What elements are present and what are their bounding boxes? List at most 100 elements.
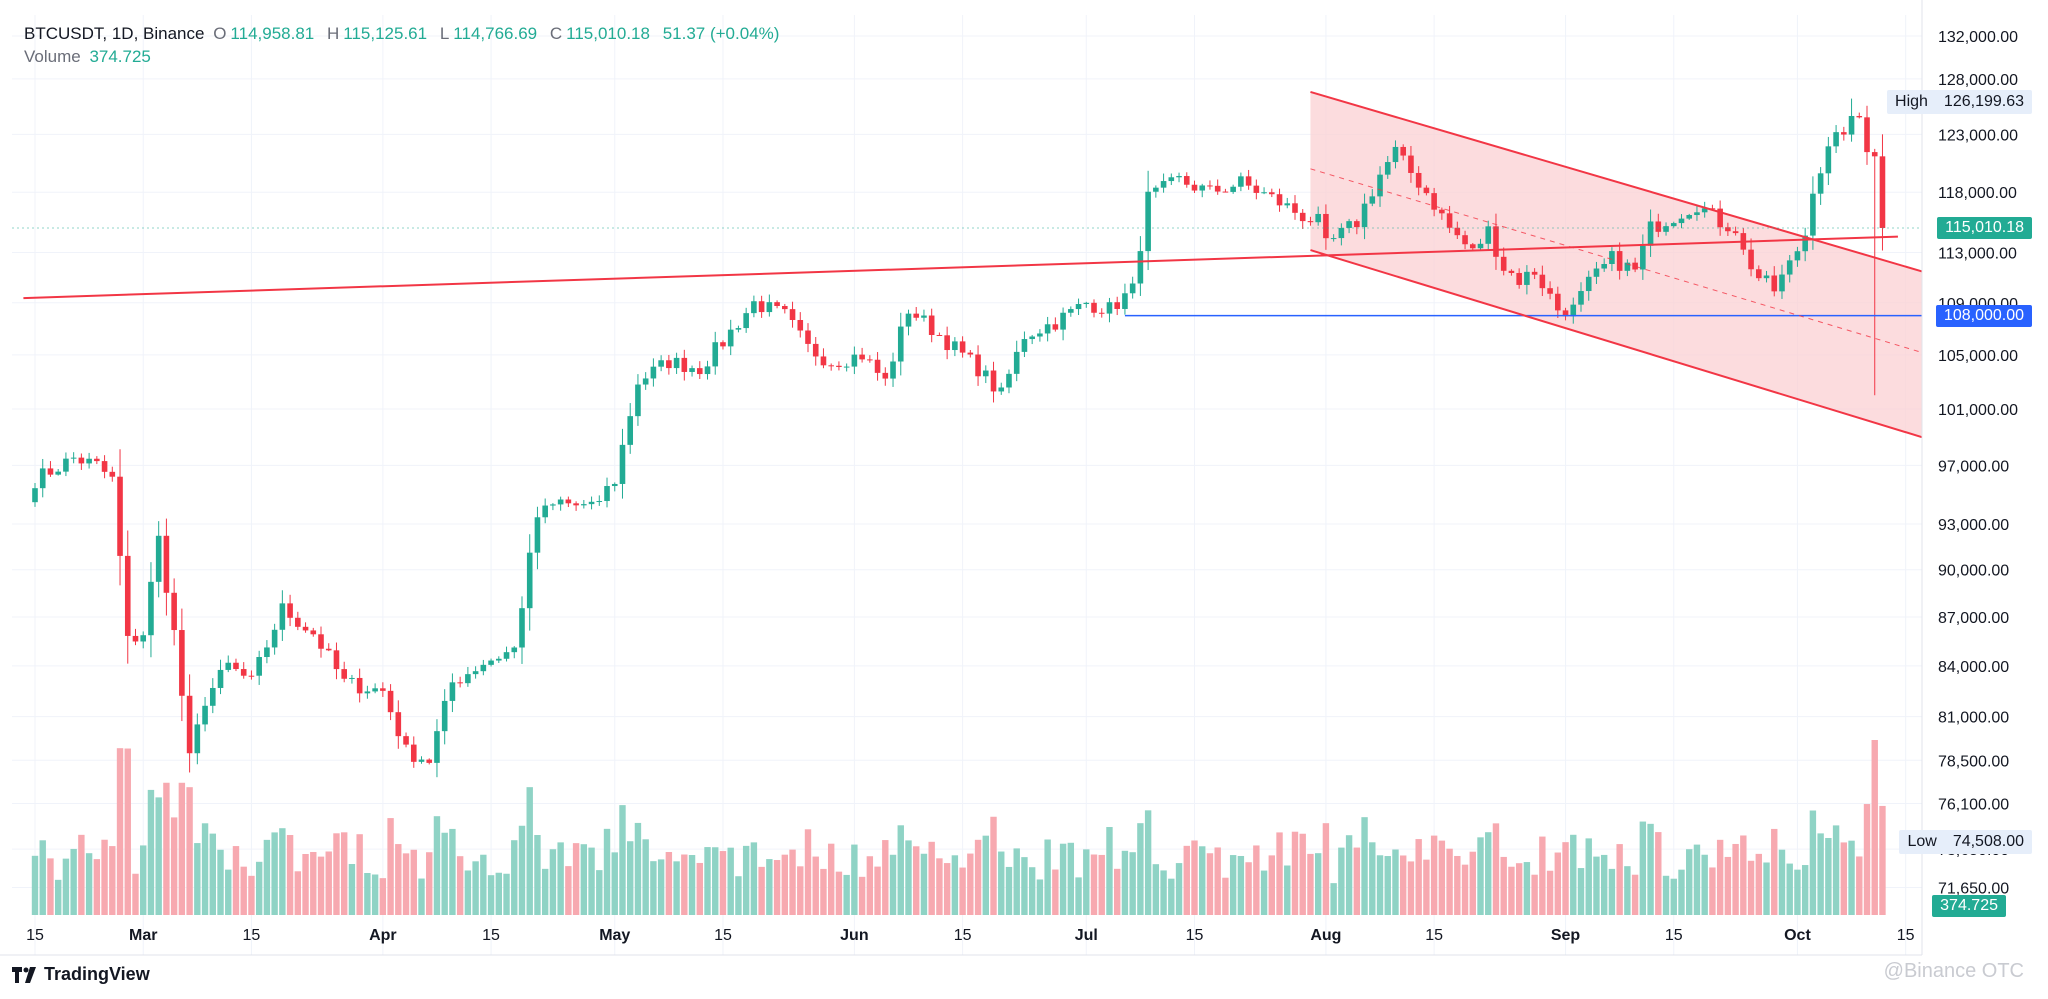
volume-bar <box>194 843 201 915</box>
candle-body <box>611 483 618 487</box>
volume-bar <box>1067 842 1075 915</box>
candle-body <box>1771 275 1778 292</box>
volume-row: Volume 374.725 <box>24 45 783 68</box>
candle-body <box>39 468 46 489</box>
volume-bar <box>1291 831 1299 915</box>
candle-body <box>696 368 703 375</box>
candle-body <box>1199 185 1206 191</box>
candle-body <box>1384 162 1391 175</box>
candle-body <box>519 608 525 648</box>
candle-body <box>202 705 208 725</box>
candle-body <box>913 313 920 318</box>
candle-body <box>1701 208 1708 213</box>
volume-bar <box>804 829 812 915</box>
candle-body <box>1137 251 1144 284</box>
candle-body <box>928 315 935 335</box>
tradingview-logo[interactable]: TradingView <box>12 964 150 985</box>
symbol-label[interactable]: BTCUSDT, 1D, Binance <box>24 24 205 43</box>
candle-body <box>1431 193 1437 210</box>
volume-bar <box>1407 861 1415 915</box>
candle-body <box>1578 291 1584 305</box>
candle-body <box>557 499 564 505</box>
volume-bar <box>1175 863 1183 915</box>
volume-bar <box>248 875 255 915</box>
candle-body <box>233 662 239 670</box>
volume-label[interactable]: Volume <box>24 47 81 66</box>
last-price-badge: 115,010.18 <box>1937 216 2032 239</box>
candle-body <box>812 343 819 357</box>
candle-body <box>627 416 634 445</box>
price-tick-label: 93,000.00 <box>1938 517 2009 534</box>
candle-body <box>789 309 796 321</box>
candle-body <box>1098 312 1105 314</box>
candlesticks <box>32 98 1886 778</box>
volume-bar <box>1863 804 1871 915</box>
volume-bar <box>1778 849 1786 915</box>
candle-body <box>1493 226 1499 257</box>
volume-bar <box>1214 847 1221 915</box>
time-tick-label: 15 <box>1897 927 1915 944</box>
volume-bar <box>1338 847 1345 915</box>
volume-bar <box>1763 862 1770 915</box>
candle-body <box>975 354 981 377</box>
candle-body <box>403 736 409 745</box>
candle-body <box>712 342 719 367</box>
volume-bar <box>1307 853 1314 915</box>
volume-bar <box>1168 878 1175 915</box>
volume-bar <box>1832 825 1840 915</box>
tradingview-icon <box>12 966 36 983</box>
candle-body <box>1833 132 1839 147</box>
volume-bar <box>1693 844 1701 915</box>
volume-bar <box>371 874 379 915</box>
volume-bar <box>596 870 603 915</box>
volume-bar <box>1840 842 1848 915</box>
candle-body <box>921 315 927 318</box>
volume-bar <box>758 866 765 915</box>
volume-bar <box>225 869 232 915</box>
candle-body <box>588 501 595 505</box>
price-tick-label: 84,000.00 <box>1938 659 2009 676</box>
volume-bar <box>657 859 665 915</box>
volume-bar <box>789 849 796 915</box>
candle-body <box>1848 115 1855 135</box>
time-axis[interactable]: 15 Mar 15 Apr 15 May 15 Jun 15 Jul 15 Aug 15 Sep 15 Oct… <box>0 927 1922 956</box>
price-tick-label: 105,000.00 <box>1938 348 2018 365</box>
candle-body <box>1423 187 1430 194</box>
open-value: O 114,958.81 <box>213 24 315 43</box>
volume-bar <box>472 861 479 915</box>
candle-body <box>890 361 896 379</box>
candle-body <box>295 617 301 627</box>
volume-bar <box>1469 851 1476 915</box>
volume-bar <box>1036 879 1044 915</box>
candle-body <box>395 712 402 737</box>
volume-bar <box>1724 856 1732 915</box>
volume-bar <box>294 871 302 915</box>
volume-bar <box>1376 855 1384 915</box>
volume-bar <box>827 843 835 915</box>
candle-body <box>1276 194 1283 206</box>
drawing-lines[interactable] <box>23 91 1923 439</box>
candle-body <box>1145 191 1151 252</box>
volume-bar <box>511 840 518 915</box>
volume-bar <box>1106 827 1113 915</box>
candle-body <box>596 501 603 503</box>
candle-body <box>851 354 858 367</box>
volume-bar <box>1392 849 1399 915</box>
candle-body <box>1508 270 1515 273</box>
price-axis[interactable]: 132,000.00 128,000.00 123,000.00 118,000.00… <box>1921 0 2018 955</box>
volume-bar <box>712 847 719 915</box>
volume-bar <box>1662 875 1670 915</box>
candle-body <box>1153 187 1159 192</box>
volume-bar <box>1237 855 1245 915</box>
volume-bar <box>1848 840 1855 915</box>
candle-body <box>1183 176 1190 185</box>
volume-bar <box>1446 848 1453 915</box>
volume-bar <box>341 832 348 915</box>
candle-body <box>171 592 177 631</box>
volume-bar <box>1454 855 1461 915</box>
volume-bar <box>866 856 874 915</box>
price-tick-label: 78,500.00 <box>1938 753 2009 770</box>
volume-bar <box>549 849 557 915</box>
candle-body <box>163 535 170 593</box>
